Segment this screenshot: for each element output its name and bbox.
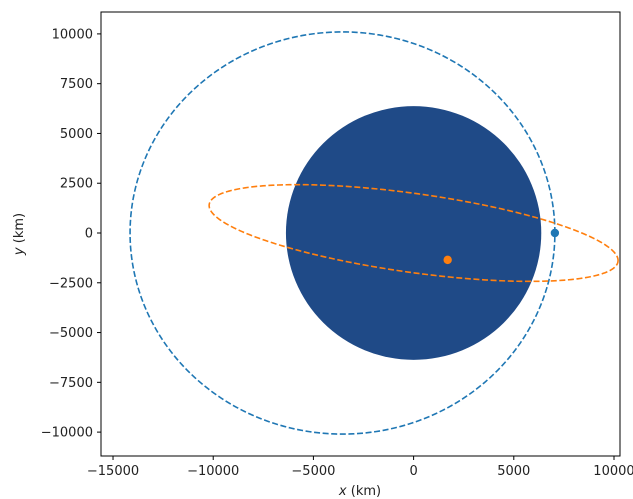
y-tick-label: −7500: [49, 376, 93, 391]
y-tick-label: 0: [85, 227, 93, 242]
x-tick-label: −10000: [187, 464, 239, 479]
y-tick-label: −10000: [41, 426, 93, 441]
satellite-marker-2: [443, 255, 452, 265]
y-tick-label: −5000: [49, 326, 93, 341]
satellite-marker-1: [550, 228, 560, 238]
y-tick-label: 7500: [60, 77, 93, 92]
y-tick-label: 2500: [60, 177, 93, 192]
planet-disk: [285, 106, 542, 360]
data-layer: [129, 31, 619, 435]
y-tick-label: 10000: [52, 27, 93, 42]
plot-frame: [100, 11, 621, 457]
x-tick-label: 0: [409, 464, 417, 479]
orbit-path-2: [208, 183, 619, 283]
x-tick-label: 10000: [593, 464, 633, 479]
x-tick-label: −15000: [87, 464, 139, 479]
y-axis-label: y (km): [12, 213, 27, 256]
y-tick-label: 5000: [60, 127, 93, 142]
x-tick-label: 5000: [497, 464, 530, 479]
y-tick-label: −2500: [49, 276, 93, 291]
y-axis-ticks: 10000 7500 5000 2500 0 −2500 −5000 −7500 −10000: [41, 27, 101, 441]
orbit-path-1: [129, 31, 556, 435]
x-tick-label: −5000: [291, 464, 335, 479]
x-axis-label: x (km): [338, 484, 381, 499]
x-axis-ticks: −15000 −10000 −5000 0 5000 10000: [87, 456, 633, 479]
